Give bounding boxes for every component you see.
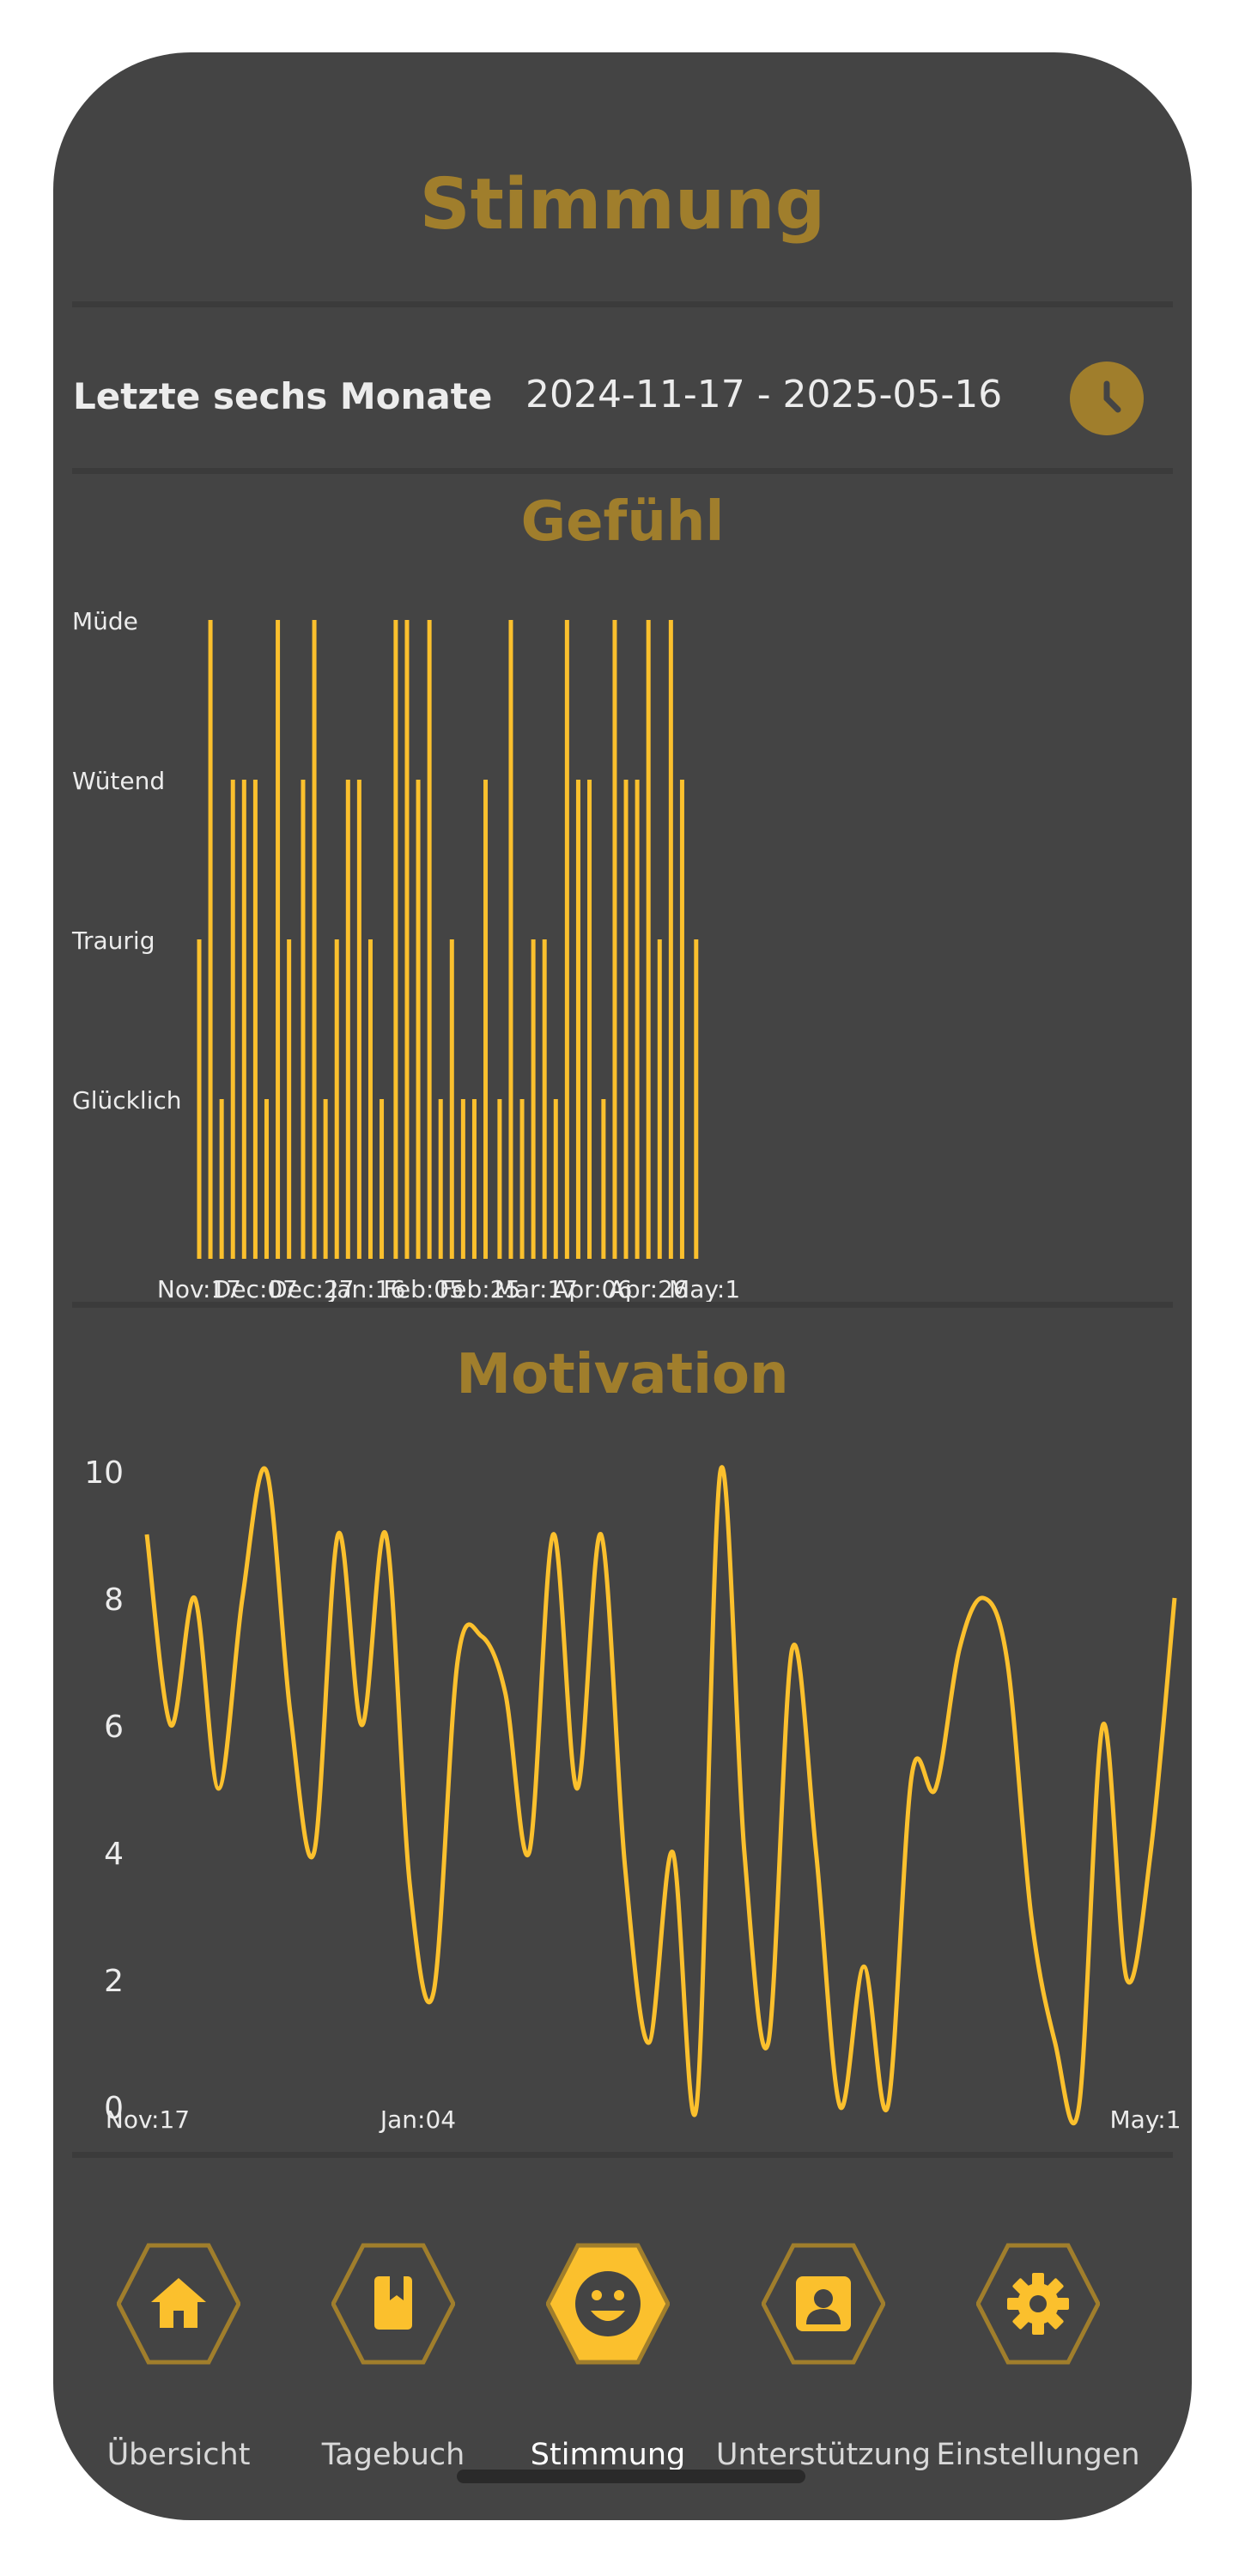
feeling-x-tick: Dec:07 — [213, 1275, 298, 1303]
phone-frame: Stimmung Letzte sechs Monate 2024-11-17 … — [53, 52, 1192, 2520]
motivation-x-tick: Nov:17 — [106, 2105, 190, 2134]
nav-item-2[interactable]: Tagebuch — [290, 2242, 496, 2500]
nav-item-4[interactable]: Unterstützung — [716, 2242, 931, 2500]
nav-label: Stimmung — [530, 2438, 686, 2472]
feeling-chart-title: Gefühl — [520, 490, 725, 554]
feeling-x-tick: Apr:26 — [609, 1275, 689, 1303]
smiley-icon — [575, 2271, 641, 2336]
contact-icon — [796, 2276, 851, 2331]
motivation-y-tick: 0 — [104, 2091, 124, 2126]
motivation-chart-title: Motivation — [456, 1343, 789, 1406]
feeling-x-tick: Mar:17 — [495, 1275, 578, 1303]
clock-icon — [1103, 380, 1121, 413]
feeling-y-label: Wütend — [72, 767, 165, 795]
date-range-button[interactable] — [1070, 361, 1144, 435]
nav-label: Einstellungen — [936, 2438, 1140, 2472]
nav-hexagon — [762, 2243, 885, 2365]
range-divider — [72, 468, 1173, 474]
book-icon — [374, 2276, 412, 2330]
feeling-y-label: Müde — [72, 607, 138, 635]
feeling-y-label: Glücklich — [72, 1086, 182, 1115]
motivation-chart: 0 2 4 6 8 10 Nov:17 Jan:04 May:1 — [84, 1455, 1181, 2134]
motivation-series-line — [144, 1465, 1177, 2126]
feeling-x-tick: Nov:17 — [157, 1275, 241, 1303]
nav-item-1[interactable]: Übersicht — [76, 2242, 282, 2500]
feeling-x-tick: Dec:27 — [269, 1275, 354, 1303]
gear-icon — [1007, 2273, 1069, 2335]
nav-hexagon — [117, 2243, 240, 2365]
motivation-y-tick: 8 — [104, 1583, 124, 1618]
feeling-chart: Glücklich Traurig Wütend Müde Nov:17Dec:07De… — [71, 607, 740, 1303]
motivation-y-tick: 2 — [104, 1964, 124, 1999]
motivation-y-tick: 6 — [104, 1710, 124, 1745]
home-icon — [151, 2278, 206, 2328]
feeling-x-tick: May:1 — [669, 1275, 740, 1303]
feeling-x-tick: Feb:05 — [383, 1275, 465, 1303]
nav-item-5[interactable]: Einstellungen — [935, 2242, 1141, 2500]
motivation-y-tick: 10 — [84, 1455, 124, 1491]
feeling-x-tick: Feb:25 — [440, 1275, 521, 1303]
date-range-value: 2024-11-17 - 2025-05-16 — [525, 373, 1003, 416]
nav-item-3[interactable]: Stimmung — [505, 2242, 711, 2500]
nav-label: Tagebuch — [321, 2438, 465, 2472]
feeling-x-tick: Jan:16 — [328, 1275, 405, 1303]
nav-hexagon — [546, 2243, 670, 2365]
feeling-y-label: Traurig — [71, 927, 155, 955]
nav-divider — [72, 2152, 1173, 2158]
feeling-divider — [72, 1302, 1173, 1308]
feeling-x-tick: Apr:06 — [552, 1275, 632, 1303]
motivation-x-tick: May:1 — [1109, 2105, 1181, 2134]
nav-label: Unterstützung — [715, 2438, 932, 2472]
page-title: Stimmung — [419, 164, 826, 246]
header-divider — [72, 301, 1173, 307]
nav-hexagon — [976, 2243, 1100, 2365]
home-indicator[interactable] — [457, 2470, 805, 2483]
nav-label: Übersicht — [106, 2438, 251, 2472]
motivation-y-tick: 4 — [104, 1837, 124, 1872]
range-label: Letzte sechs Monate — [73, 375, 493, 417]
nav-hexagon — [331, 2243, 455, 2365]
motivation-x-tick: Jan:04 — [379, 2105, 456, 2134]
